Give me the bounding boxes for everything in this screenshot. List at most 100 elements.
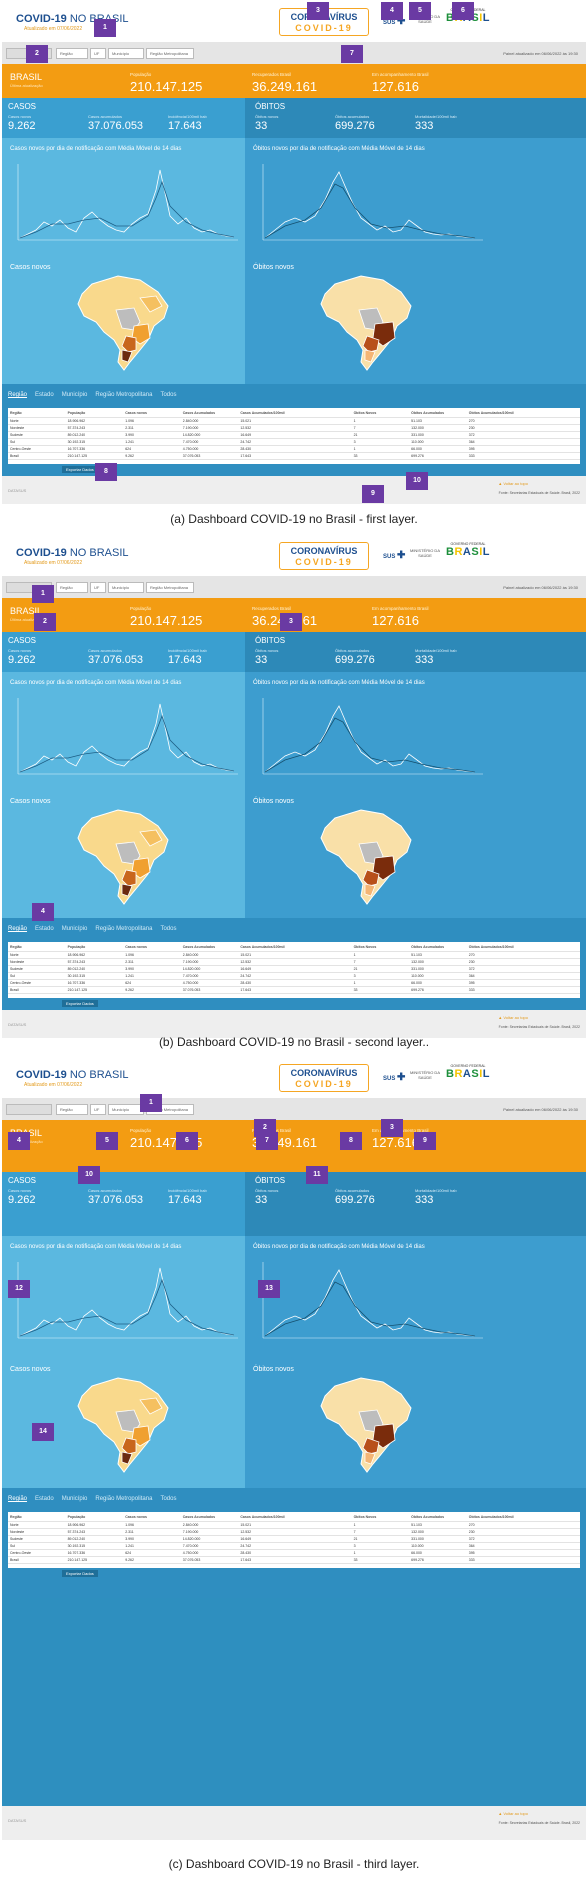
column-header[interactable]: Óbitos Acumulados/100mil [468, 1514, 514, 1519]
table-row[interactable]: Sudeste 89.012.240 3.990 14.820.000 16.649 21… [8, 1536, 580, 1543]
table-row[interactable]: Norte 18.906.962 1.096 2.840.000 15.021 1 51.1… [8, 952, 580, 959]
column-header[interactable]: Casos Acumulados/100mil [240, 1514, 285, 1519]
metro-filter[interactable]: Região Metropolitana [146, 48, 194, 59]
deaths-chart-plot[interactable] [255, 160, 485, 248]
table-row[interactable]: Sul 30.192.315 1.241 7.470.000 24.742 3 110.00… [8, 973, 580, 980]
cases-chart[interactable]: Casos novos por dia de notificação com M… [2, 138, 245, 256]
table-row[interactable]: Sudeste 89.012.240 3.990 14.820.000 16.649 21… [8, 432, 580, 439]
tab-município[interactable]: Município [61, 926, 88, 932]
deaths-brazil-map[interactable] [313, 266, 423, 376]
column-header[interactable]: Casos Acumulados [182, 410, 216, 415]
deaths-chart[interactable]: Óbitos novos por dia de notificação com … [245, 138, 586, 256]
column-header[interactable]: Óbitos Acumulados [411, 1514, 445, 1519]
tab-região-metropolitana[interactable]: Região Metropolitana [95, 926, 153, 932]
city-filter[interactable]: Município [108, 582, 144, 593]
back-to-top-link[interactable]: ▲ Voltar ao topo [498, 1811, 528, 1816]
tab-região[interactable]: Região [8, 926, 28, 932]
column-header[interactable]: População [67, 944, 86, 949]
tab-estado[interactable]: Estado [35, 926, 54, 932]
ministerio-saude-logo[interactable]: MINISTÉRIO DA SAÚDE [409, 1070, 440, 1080]
cases-brazil-map[interactable] [70, 800, 180, 910]
region-filter[interactable]: Região [56, 1104, 88, 1115]
deaths-map[interactable]: Óbitos novos [245, 790, 586, 918]
export-data-button[interactable]: Exportar Dados [62, 1570, 98, 1577]
cases-brazil-map[interactable] [70, 266, 180, 376]
tab-município[interactable]: Município [61, 1496, 88, 1502]
deaths-map[interactable]: Óbitos novos [245, 1358, 586, 1488]
filter-icons[interactable] [6, 1104, 52, 1115]
column-header[interactable]: Casos Acumulados/100mil [240, 944, 285, 949]
column-header[interactable]: Região [10, 410, 22, 415]
column-header[interactable]: Região [10, 1514, 22, 1519]
table-row[interactable]: Sudeste 89.012.240 3.990 14.820.000 16.649 21… [8, 966, 580, 973]
table-row[interactable]: Nordeste 57.374.243 2.311 7.190.000 12.532 7 1… [8, 425, 580, 432]
column-header[interactable]: Casos Acumulados [182, 944, 216, 949]
uf-filter[interactable]: UF [90, 1104, 106, 1115]
tab-região-metropolitana[interactable]: Região Metropolitana [95, 392, 153, 398]
table-row[interactable]: Norte 18.906.962 1.096 2.840.000 15.021 1 51.1… [8, 418, 580, 425]
sus-logo[interactable]: SUS ✚ [383, 550, 406, 561]
column-header[interactable]: Óbitos Novos [353, 1514, 377, 1519]
table-row[interactable]: Brasil 210.147.125 9.262 37.076.053 17.643 33… [8, 1557, 580, 1564]
table-row[interactable]: Brasil 210.147.125 9.262 37.076.053 17.643 33… [8, 453, 580, 460]
city-filter[interactable]: Município [108, 48, 144, 59]
table-row[interactable]: Centro-Oeste 16.707.336 624 4.750.000 28.430… [8, 1550, 580, 1557]
tab-todos[interactable]: Todos [160, 392, 177, 398]
column-header[interactable]: Casos novos [125, 1514, 147, 1519]
tab-todos[interactable]: Todos [160, 1496, 177, 1502]
column-header[interactable]: População [67, 1514, 86, 1519]
cases-chart-plot[interactable] [10, 694, 240, 782]
deaths-brazil-map[interactable] [313, 1368, 423, 1478]
column-header[interactable]: Óbitos Novos [353, 410, 377, 415]
governo-federal-logo[interactable]: GOVERNO FEDERAL BRASIL [446, 1064, 490, 1080]
column-header[interactable]: Casos Acumulados/100mil [240, 410, 285, 415]
city-filter[interactable]: Município [108, 1104, 144, 1115]
deaths-chart-plot[interactable] [255, 1258, 485, 1346]
table-row[interactable]: Centro-Oeste 16.707.336 624 4.750.000 28.430… [8, 446, 580, 453]
table-row[interactable]: Sul 30.192.315 1.241 7.470.000 24.742 3 110.00… [8, 439, 580, 446]
uf-filter[interactable]: UF [90, 48, 106, 59]
tab-estado[interactable]: Estado [35, 1496, 54, 1502]
table-row[interactable]: Nordeste 57.374.243 2.311 7.190.000 12.532 7 1… [8, 1529, 580, 1536]
table-row[interactable]: Sul 30.192.315 1.241 7.470.000 24.742 3 110.00… [8, 1543, 580, 1550]
coronavirus-logo[interactable]: CORONAVÍRUS COVID-19 [279, 542, 369, 570]
export-data-button[interactable]: Exportar Dados [62, 1000, 98, 1007]
deaths-map[interactable]: Óbitos novos [245, 256, 586, 384]
table-row[interactable]: Centro-Oeste 16.707.336 624 4.750.000 28.430… [8, 980, 580, 987]
ministerio-saude-logo[interactable]: MINISTÉRIO DA SAÚDE [409, 548, 440, 558]
uf-filter[interactable]: UF [90, 582, 106, 593]
deaths-brazil-map[interactable] [313, 800, 423, 910]
export-data-button[interactable]: Exportar Dados [62, 466, 98, 473]
table-row[interactable]: Nordeste 57.374.243 2.311 7.190.000 12.532 7 1… [8, 959, 580, 966]
cases-chart-plot[interactable] [10, 160, 240, 248]
cases-chart-plot[interactable] [10, 1258, 240, 1346]
deaths-chart[interactable]: Óbitos novos por dia de notificação com … [245, 672, 586, 790]
tab-região-metropolitana[interactable]: Região Metropolitana [95, 1496, 153, 1502]
sus-logo[interactable]: SUS ✚ [383, 1072, 406, 1083]
coronavirus-logo[interactable]: CORONAVÍRUS COVID-19 [279, 1064, 369, 1092]
sus-logo[interactable]: SUS ✚ [383, 16, 406, 27]
metro-filter[interactable]: Região Metropolitana [146, 582, 194, 593]
deaths-chart-plot[interactable] [255, 694, 485, 782]
back-to-top-link[interactable]: ▲ Voltar ao topo [498, 481, 528, 486]
column-header[interactable]: Região [10, 944, 22, 949]
column-header[interactable]: Casos Acumulados [182, 1514, 216, 1519]
cases-map[interactable]: Casos novos [2, 790, 245, 918]
column-header[interactable]: População [67, 410, 86, 415]
column-header[interactable]: Óbitos Acumulados [411, 944, 445, 949]
region-filter[interactable]: Região [56, 582, 88, 593]
column-header[interactable]: Óbitos Acumulados/100mil [468, 410, 514, 415]
cases-brazil-map[interactable] [70, 1368, 180, 1478]
tab-município[interactable]: Município [61, 392, 88, 398]
column-header[interactable]: Óbitos Novos [353, 944, 377, 949]
table-row[interactable]: Norte 18.906.962 1.096 2.840.000 15.021 1 51.1… [8, 1522, 580, 1529]
column-header[interactable]: Óbitos Acumulados/100mil [468, 944, 514, 949]
table-row[interactable]: Brasil 210.147.125 9.262 37.076.053 17.643 33… [8, 987, 580, 994]
column-header[interactable]: Casos novos [125, 410, 147, 415]
column-header[interactable]: Casos novos [125, 944, 147, 949]
deaths-chart[interactable]: Óbitos novos por dia de notificação com … [245, 1236, 586, 1358]
region-filter[interactable]: Região [56, 48, 88, 59]
column-header[interactable]: Óbitos Acumulados [411, 410, 445, 415]
back-to-top-link[interactable]: ▲ Voltar ao topo [498, 1015, 528, 1020]
cases-map[interactable]: Casos novos [2, 256, 245, 384]
